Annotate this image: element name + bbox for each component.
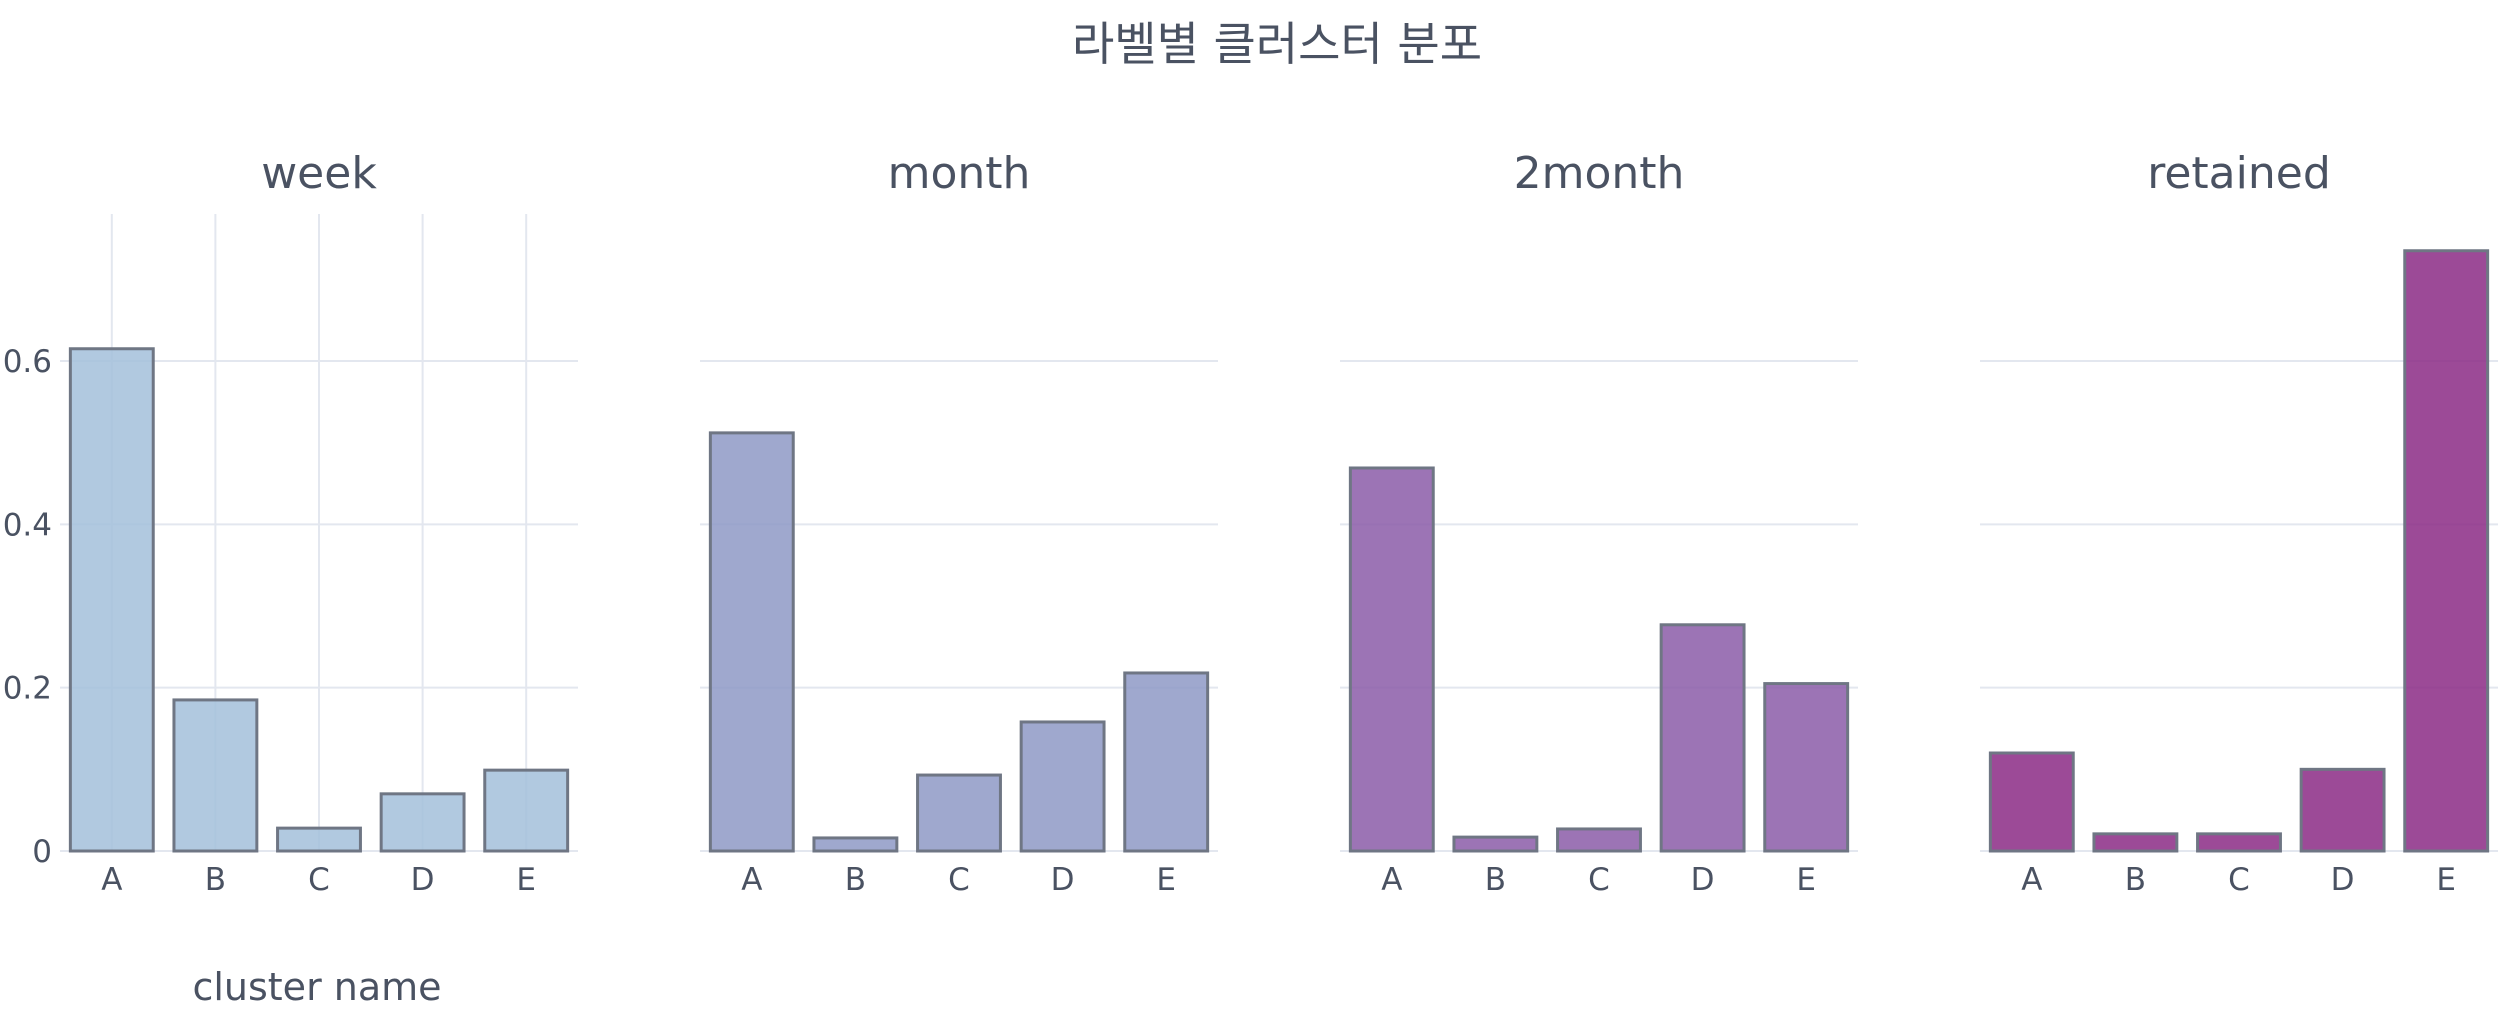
subplot-title: retained <box>2147 148 2331 199</box>
bar-retained-D[interactable] <box>2299 767 2386 853</box>
bar-month-E[interactable] <box>1123 671 1210 853</box>
subplot-retained: retained A B C D E <box>1980 148 2498 898</box>
y-tick-label: 0 <box>32 834 52 870</box>
y-tick-label: 0.6 <box>3 344 52 380</box>
subplot-title: month <box>888 148 1031 199</box>
bar-week-A[interactable] <box>68 347 155 853</box>
subplot-2month: 2month A B C D E <box>1340 148 1858 898</box>
bar-2month-B[interactable] <box>1452 835 1539 853</box>
bar-month-C[interactable] <box>916 773 1002 853</box>
x-tick-label: B <box>845 862 866 898</box>
bar-week-C[interactable] <box>276 826 362 853</box>
bar-2month-D[interactable] <box>1659 623 1746 853</box>
bar-retained-E[interactable] <box>2403 249 2490 853</box>
bar-week-E[interactable] <box>483 768 570 853</box>
x-tick-label: C <box>308 862 330 898</box>
subplot-title: week <box>261 148 377 199</box>
x-tick-label: C <box>2228 862 2250 898</box>
bar-month-B[interactable] <box>812 836 899 853</box>
y-tick-label: 0.2 <box>3 671 52 707</box>
subplot-week: week A B C D E <box>60 148 578 898</box>
bar-month-A[interactable] <box>708 431 795 853</box>
x-tick-label: A <box>2021 862 2042 898</box>
bar-retained-C[interactable] <box>2196 832 2282 853</box>
bar-week-B[interactable] <box>172 698 259 853</box>
x-tick-label: C <box>948 862 970 898</box>
x-tick-label: E <box>1156 862 1176 898</box>
x-tick-label: A <box>741 862 762 898</box>
x-tick-label: B <box>1485 862 1506 898</box>
x-tick-label: E <box>1796 862 1816 898</box>
x-tick-label: A <box>101 862 122 898</box>
chart-title: 라벨별 클러스터 분포 <box>1072 17 1482 71</box>
x-tick-label: A <box>1381 862 1402 898</box>
x-tick-label: B <box>205 862 226 898</box>
x-tick-label: C <box>1588 862 1610 898</box>
x-tick-label: D <box>2331 862 2355 898</box>
x-tick-label: D <box>1691 862 1715 898</box>
bar-retained-B[interactable] <box>2092 832 2179 853</box>
x-tick-label: B <box>2125 862 2146 898</box>
bar-retained-A[interactable] <box>1988 751 2075 853</box>
x-tick-label: E <box>2436 862 2456 898</box>
bar-month-D[interactable] <box>1019 720 1106 853</box>
x-tick-label: E <box>516 862 536 898</box>
bar-2month-C[interactable] <box>1556 827 1642 853</box>
y-tick-label: 0.4 <box>3 507 52 543</box>
bar-2month-A[interactable] <box>1348 466 1435 853</box>
subplot-month: month A B C D E <box>700 148 1218 898</box>
bar-week-D[interactable] <box>379 792 466 853</box>
x-tick-label: D <box>1051 862 1075 898</box>
x-tick-label: D <box>411 862 435 898</box>
x-axis-label: cluster name <box>192 965 441 1009</box>
subplot-title: 2month <box>1514 148 1685 199</box>
bar-2month-E[interactable] <box>1763 682 1850 853</box>
